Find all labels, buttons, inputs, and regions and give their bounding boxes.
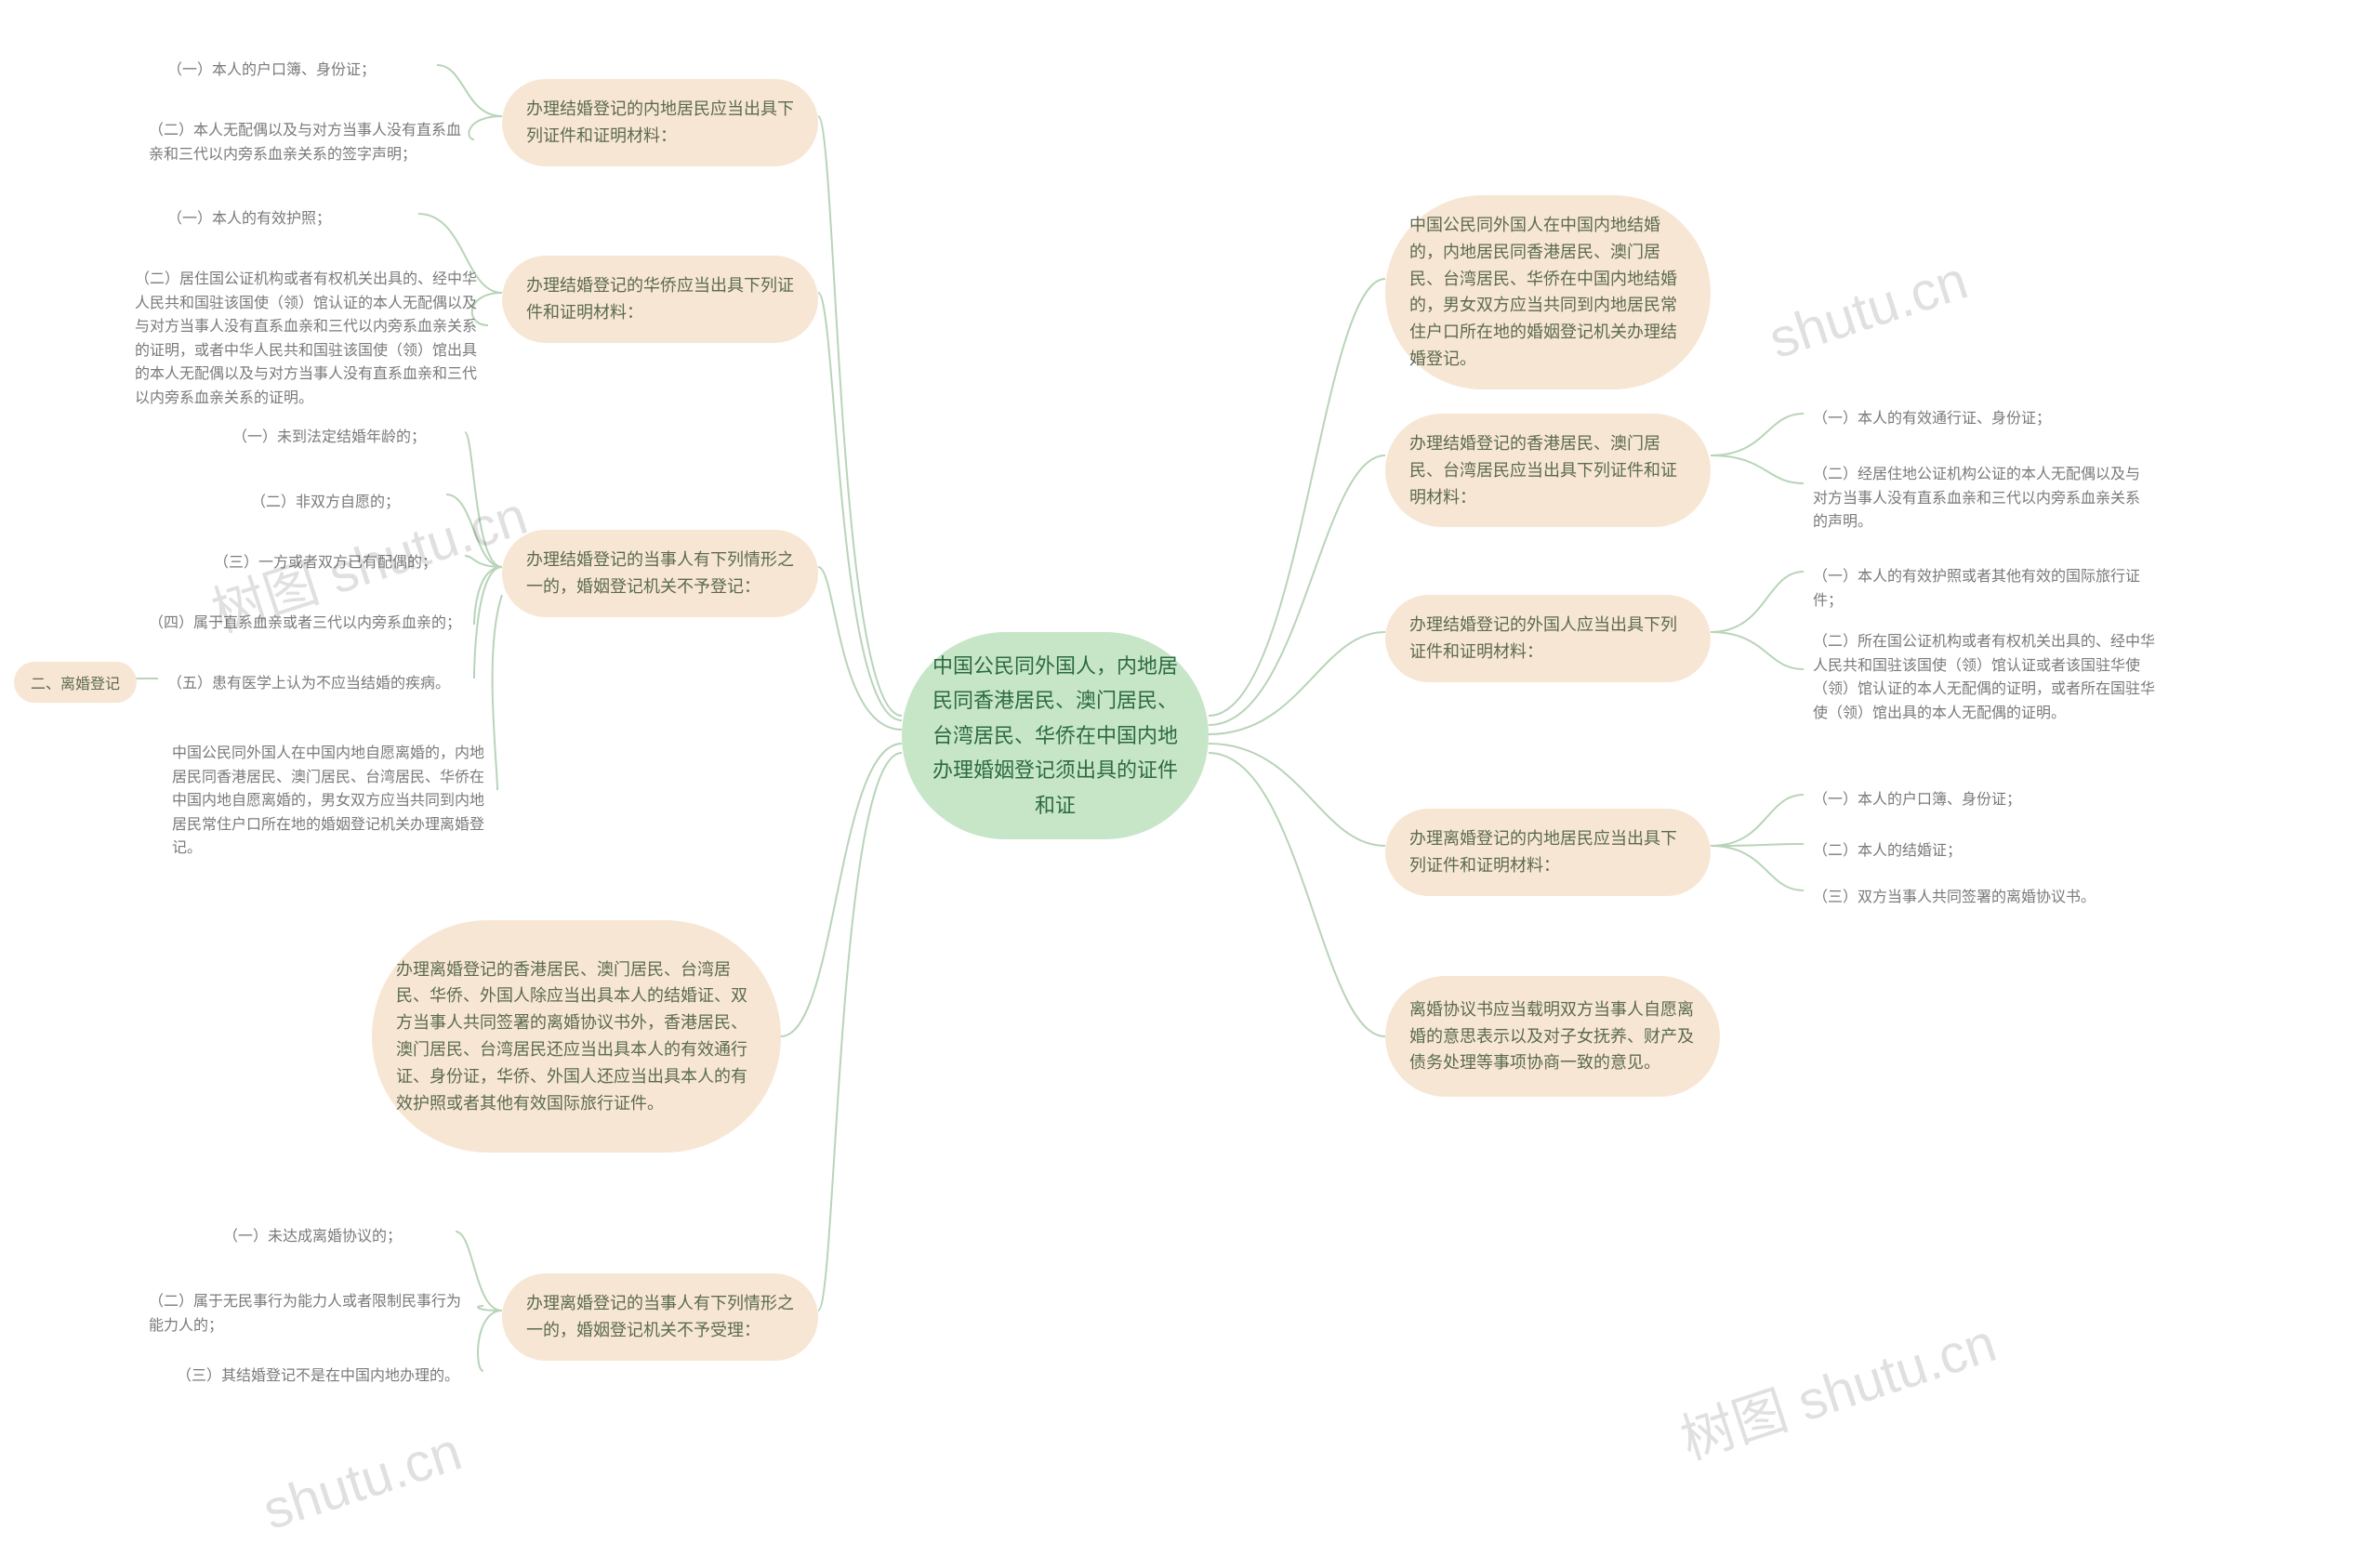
left-branch-2-leaf-4: （五）患有医学上认为不应当结婚的疾病。 — [158, 665, 474, 704]
watermark-2: 树图 shutu.cn — [1670, 1299, 2004, 1474]
left-branch-2-leaf-1: （二）非双方自愿的； — [242, 483, 446, 522]
left-branch-5-leaf-0: （一）未达成离婚协议的； — [214, 1218, 456, 1257]
right-branch-2: 办理结婚登记的外国人应当出具下列证件和证明材料： — [1385, 595, 1711, 682]
right-branch-3-leaf-1: （二）本人的结婚证； — [1804, 832, 2082, 871]
left-branch-2-leaf-3: （四）属于直系血亲或者三代以内旁系血亲的； — [139, 604, 474, 643]
center-node: 中国公民同外国人，内地居民同香港居民、澳门居民、台湾居民、华侨在中国内地办理婚姻… — [902, 632, 1209, 839]
side-badge-2-4: 二、离婚登记 — [14, 662, 137, 703]
right-branch-3-leaf-0: （一）本人的户口簿、身份证； — [1804, 781, 2082, 820]
watermark-1: shutu.cn — [1762, 249, 1975, 371]
right-branch-3: 办理离婚登记的内地居民应当出具下列证件和证明材料： — [1385, 809, 1711, 896]
left-branch-2-leaf-0: （一）未到法定结婚年龄的； — [223, 418, 465, 457]
right-branch-1: 办理结婚登记的香港居民、澳门居民、台湾居民应当出具下列证件和证明材料： — [1385, 414, 1711, 527]
left-branch-0-leaf-0: （一）本人的户口簿、身份证； — [158, 51, 437, 90]
right-branch-2-leaf-1: （二）所在国公证机构或者有权机关出具的、经中华人民共和国驻该国使（领）馆认证或者… — [1804, 623, 2166, 732]
left-branch-4: 办理离婚登记的香港居民、澳门居民、台湾居民、华侨、外国人除应当出具本人的结婚证、… — [372, 920, 781, 1153]
left-block-3: 中国公民同外国人在中国内地自愿离婚的，内地居民同香港居民、澳门居民、台湾居民、华… — [163, 734, 497, 868]
right-branch-1-leaf-0: （一）本人的有效通行证、身份证； — [1804, 400, 2138, 439]
left-branch-1: 办理结婚登记的华侨应当出具下列证件和证明材料： — [502, 256, 818, 343]
left-branch-1-leaf-0: （一）本人的有效护照； — [158, 200, 418, 239]
left-branch-5-leaf-1: （二）属于无民事行为能力人或者限制民事行为能力人的； — [139, 1283, 483, 1345]
right-branch-2-leaf-0: （一）本人的有效护照或者其他有效的国际旅行证件； — [1804, 558, 2157, 620]
left-branch-5: 办理离婚登记的当事人有下列情形之一的，婚姻登记机关不予受理： — [502, 1273, 818, 1361]
watermark-3: shutu.cn — [256, 1420, 469, 1542]
right-branch-0: 中国公民同外国人在中国内地结婚的，内地居民同香港居民、澳门居民、台湾居民、华侨在… — [1385, 195, 1711, 389]
left-branch-0-leaf-1: （二）本人无配偶以及与对方当事人没有直系血亲和三代以内旁系血亲关系的签字声明； — [139, 112, 474, 174]
right-branch-4: 离婚协议书应当载明双方当事人自愿离婚的意思表示以及对子女抚养、财产及债务处理等事… — [1385, 976, 1720, 1097]
right-branch-1-leaf-1: （二）经居住地公证机构公证的本人无配偶以及与对方当事人没有直系血亲和三代以内旁系… — [1804, 455, 2157, 542]
left-branch-2: 办理结婚登记的当事人有下列情形之一的，婚姻登记机关不予登记： — [502, 530, 818, 617]
right-branch-3-leaf-2: （三）双方当事人共同签署的离婚协议书。 — [1804, 878, 2129, 917]
left-branch-1-leaf-1: （二）居住国公证机构或者有权机关出具的、经中华人民共和国驻该国使（领）馆认证的本… — [126, 260, 488, 418]
left-branch-0: 办理结婚登记的内地居民应当出具下列证件和证明材料： — [502, 79, 818, 166]
left-branch-2-leaf-2: （三）一方或者双方已有配偶的； — [205, 544, 465, 583]
left-branch-5-leaf-2: （三）其结婚登记不是在中国内地办理的。 — [167, 1357, 483, 1396]
